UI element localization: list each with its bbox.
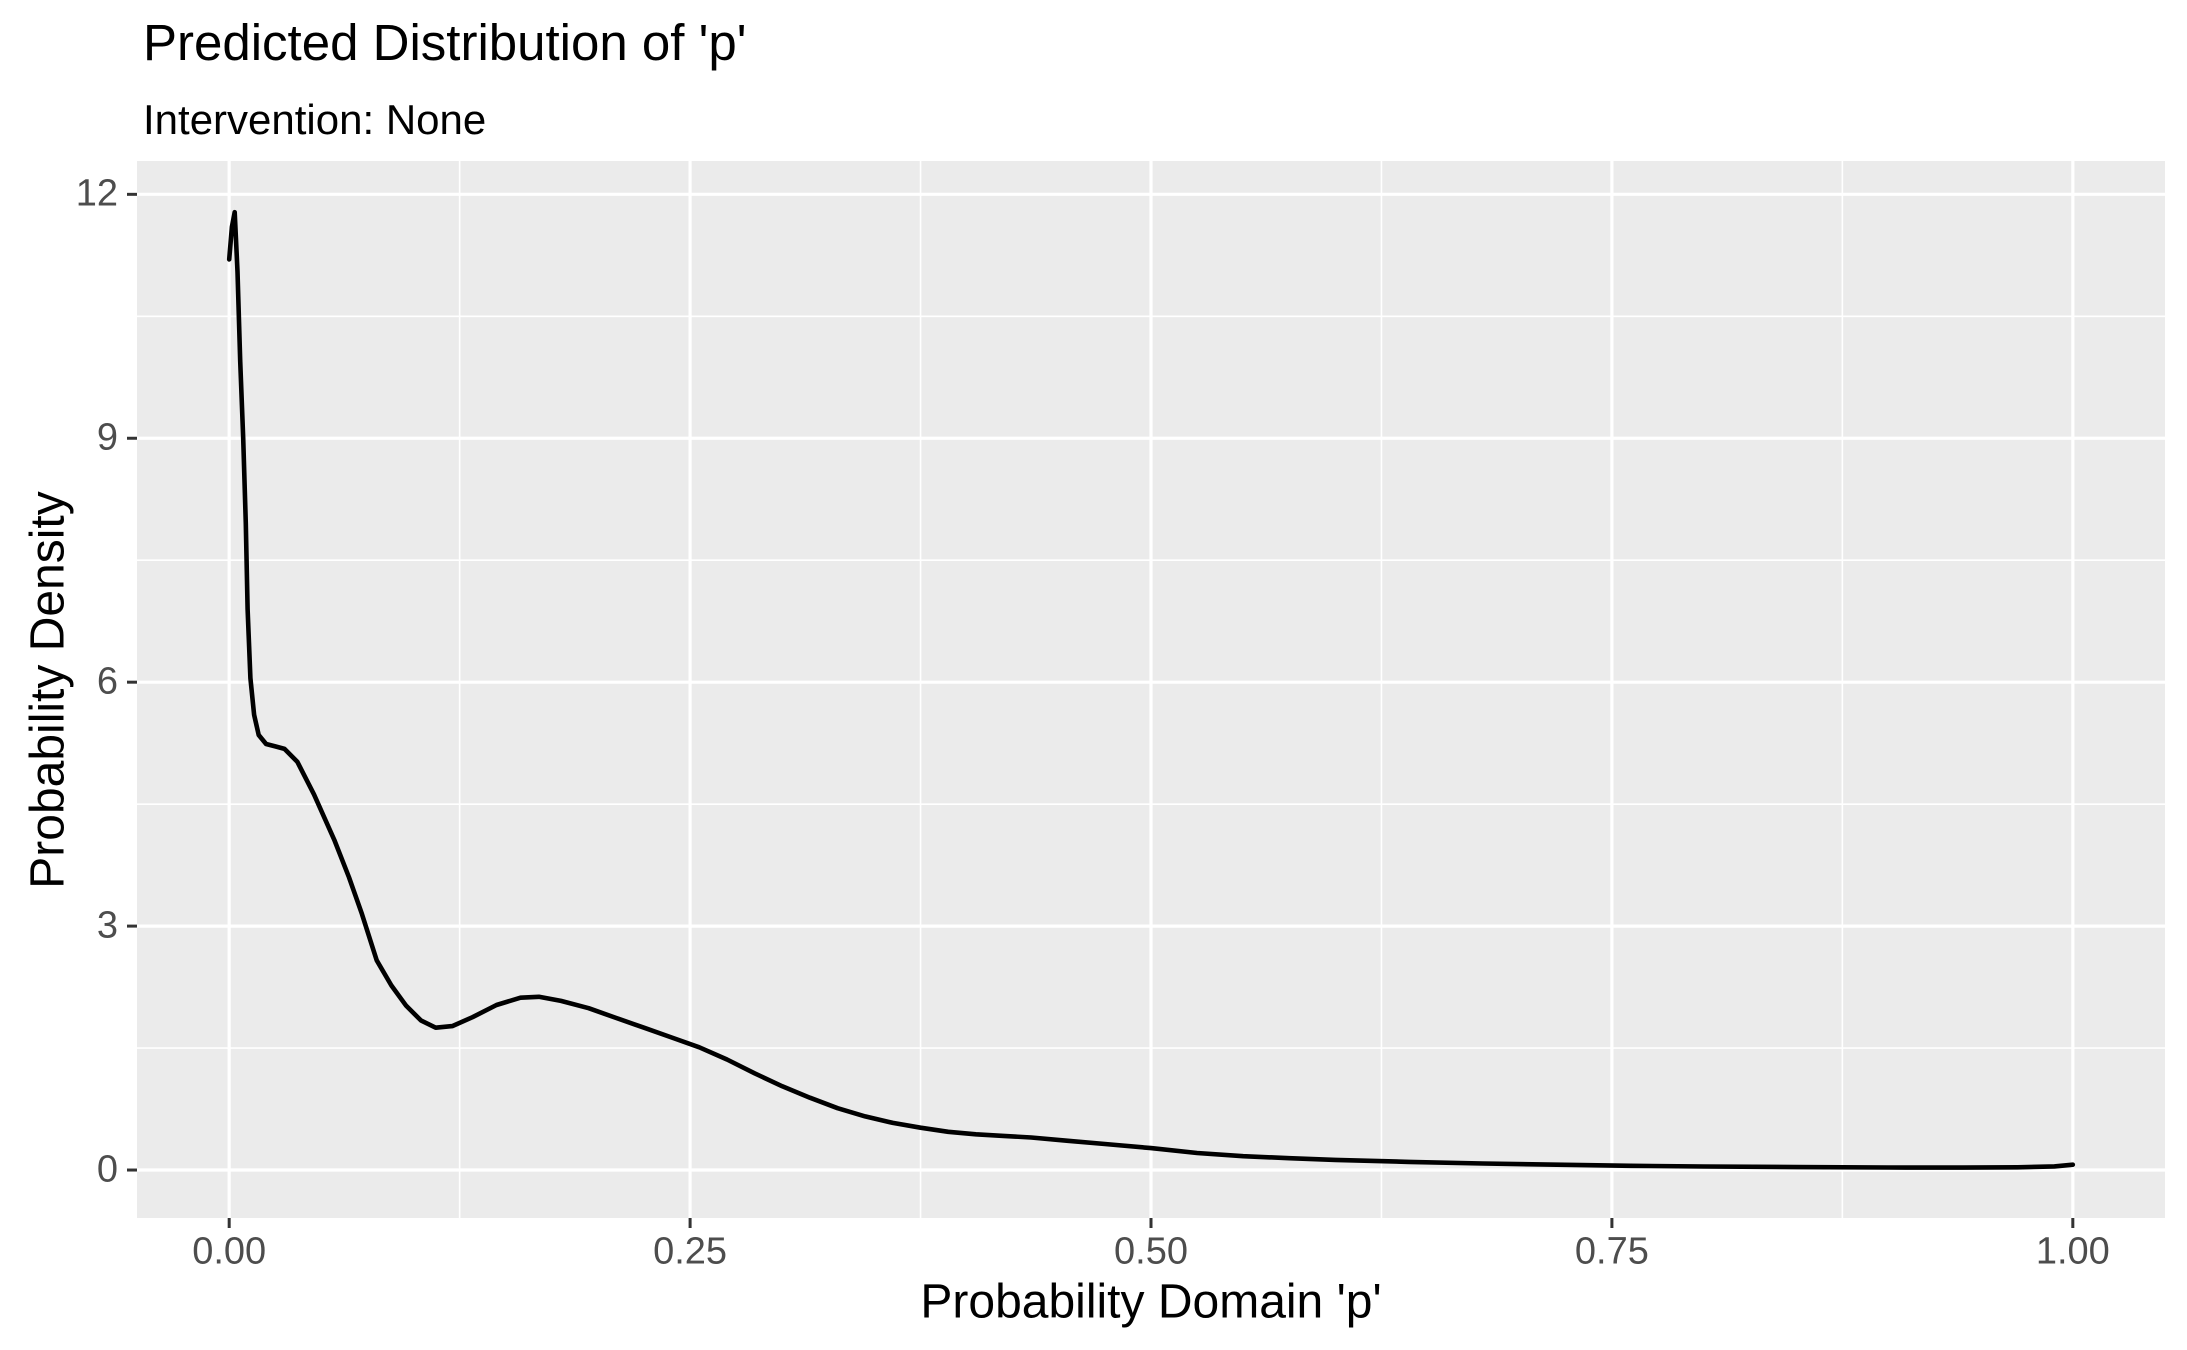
y-axis-tick-label: 0 <box>96 1148 118 1191</box>
y-axis-tick-label: 3 <box>96 904 118 947</box>
x-axis-tick-label: 1.00 <box>2035 1230 2110 1273</box>
x-axis-tick-label: 0.50 <box>1114 1230 1188 1273</box>
x-axis-tick-label: 0.75 <box>1574 1230 1649 1273</box>
y-axis-title: Probability Density <box>21 491 75 889</box>
chart-title: Predicted Distribution of 'p' <box>143 14 747 71</box>
density-curve <box>226 209 2076 1170</box>
x-axis-title: Probability Domain 'p' <box>920 1275 1382 1329</box>
x-axis-tick-label: 0.25 <box>653 1230 728 1273</box>
y-axis-tick-label: 9 <box>96 416 118 459</box>
x-axis-tick-label: 0.00 <box>192 1230 267 1273</box>
y-axis-tick-label: 12 <box>75 172 118 215</box>
chart-subtitle: Intervention: None <box>143 96 487 143</box>
y-axis-tick-label: 6 <box>96 660 118 703</box>
